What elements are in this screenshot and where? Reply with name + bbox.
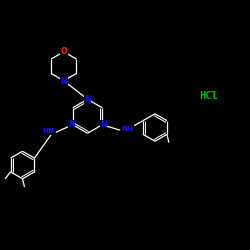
Text: N: N xyxy=(100,120,107,129)
Text: N: N xyxy=(84,95,91,104)
Text: HCl: HCl xyxy=(200,91,218,101)
Text: HN: HN xyxy=(42,128,54,134)
Text: O: O xyxy=(60,47,67,56)
Text: NH: NH xyxy=(122,126,134,132)
Text: N: N xyxy=(68,120,75,129)
Text: N: N xyxy=(60,77,67,86)
